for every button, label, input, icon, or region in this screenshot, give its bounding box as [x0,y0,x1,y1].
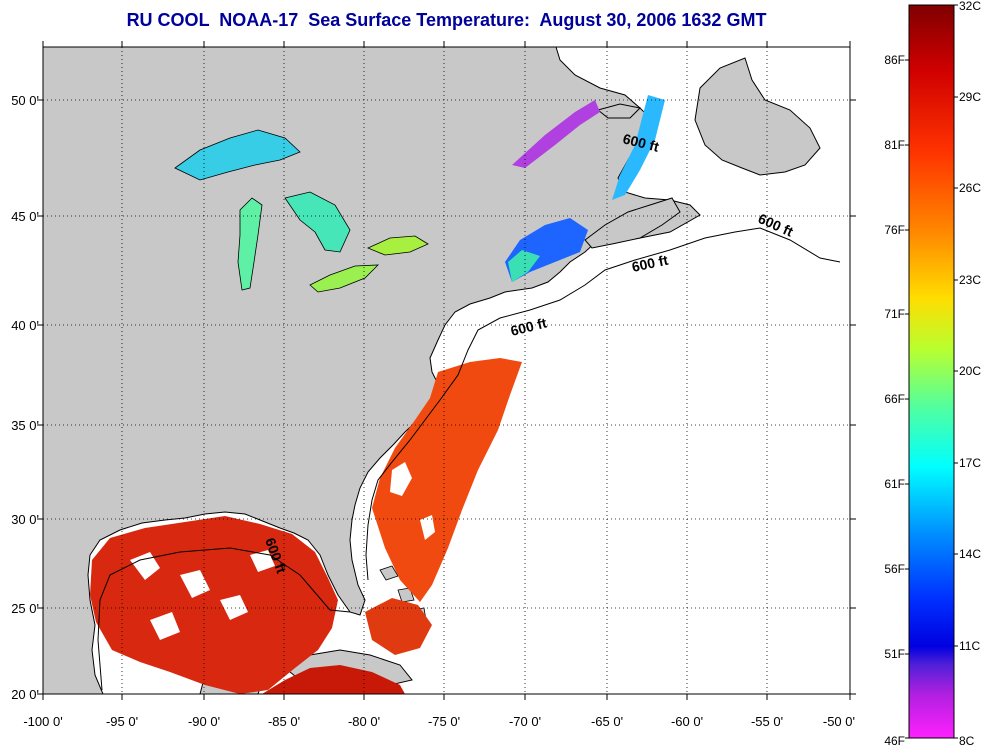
colorbar-celsius-label: 14C [959,547,981,561]
colorbar-fahrenheit-label: 81F [884,138,905,152]
colorbar-fahrenheit-label: 56F [884,562,905,576]
latitude-axis: 50 0' 45 0' 40 0' 35 0' 30 0' 25 0' 20 0… [11,93,39,702]
colorbar-fahrenheit-label: 51F [884,647,905,661]
colorbar-gradient [908,4,955,739]
lake-michigan [237,197,263,291]
lon-tick-label: -95 0' [106,714,138,729]
lon-tick-label: -65 0' [591,714,623,729]
colorbar-fahrenheit-label: 71F [884,307,905,321]
lake-erie [309,264,380,293]
axis-ticks [37,41,856,700]
lon-tick-label: -70 0' [509,714,541,729]
sst-gulf-white-clouds [130,550,275,640]
lon-tick-label: -75 0' [428,714,460,729]
lake-huron [284,191,351,253]
land-nova-scotia [584,197,681,249]
colorbar-celsius-label: 23C [959,273,981,287]
isobath-600ft-line [365,227,841,581]
lat-tick-label: 45 0' [11,209,39,224]
colorbar-fahrenheit-label: 86F [884,53,905,67]
lon-tick-label: -85 0' [268,714,300,729]
isobath-600ft-gulf-line [97,547,351,691]
longitude-axis: -100 0' -95 0' -90 0' -85 0' -80 0' -75 … [23,714,855,729]
lake-ontario [366,235,429,256]
colorbar: 32C 29C 26C 23C 20C 17C 14C 11C 8C 86F 8… [884,0,981,748]
lon-tick-label: -60 0' [671,714,703,729]
sst-atlantic-white-patch [390,462,435,540]
colorbar-celsius-label: 32C [959,0,981,13]
colorbar-celsius-label: 8C [959,734,975,748]
graticule [43,47,850,694]
lon-tick-label: -50 0' [823,714,855,729]
sst-nova-scotia-strip [612,95,665,200]
colorbar-celsius-label: 20C [959,364,981,378]
lat-tick-label: 35 0' [11,418,39,433]
map-title: RU COOL NOAA-17 Sea Surface Temperature:… [126,10,767,30]
lon-tick-label: -100 0' [23,714,62,729]
lon-tick-label: -55 0' [751,714,783,729]
land-anticosti [596,103,642,119]
colorbar-celsius-label: 29C [959,90,981,104]
colorbar-fahrenheit-label: 66F [884,392,905,406]
lat-tick-label: 50 0' [11,93,39,108]
sst-gulf-of-maine-green [508,250,540,282]
land-newfoundland [694,57,821,176]
colorbar-celsius-label: 26C [959,181,981,195]
sst-florida-straits [365,598,432,655]
lat-tick-label: 25 0' [11,601,39,616]
lon-tick-label: -80 0' [348,714,380,729]
lat-tick-label: 40 0' [11,318,39,333]
colorbar-celsius-label: 17C [959,456,981,470]
lon-tick-label: -90 0' [188,714,220,729]
colorbar-fahrenheit-label: 46F [884,734,905,748]
colorbar-ticks [905,4,958,739]
lat-tick-label: 20 0' [11,687,39,702]
land-north-america [43,47,701,694]
sst-st-lawrence [512,100,600,168]
colorbar-fahrenheit-label: 76F [884,223,905,237]
colorbar-celsius-label: 11C [959,639,980,653]
isobath-label-georges-bank: 600 ft [630,252,669,275]
colorbar-fahrenheit-label: 61F [884,477,905,491]
sst-caribbean [262,665,405,694]
map-frame [42,46,851,695]
sst-atlantic-warm [372,358,522,602]
lat-tick-label: 30 0' [11,512,39,527]
lake-superior [174,129,301,181]
